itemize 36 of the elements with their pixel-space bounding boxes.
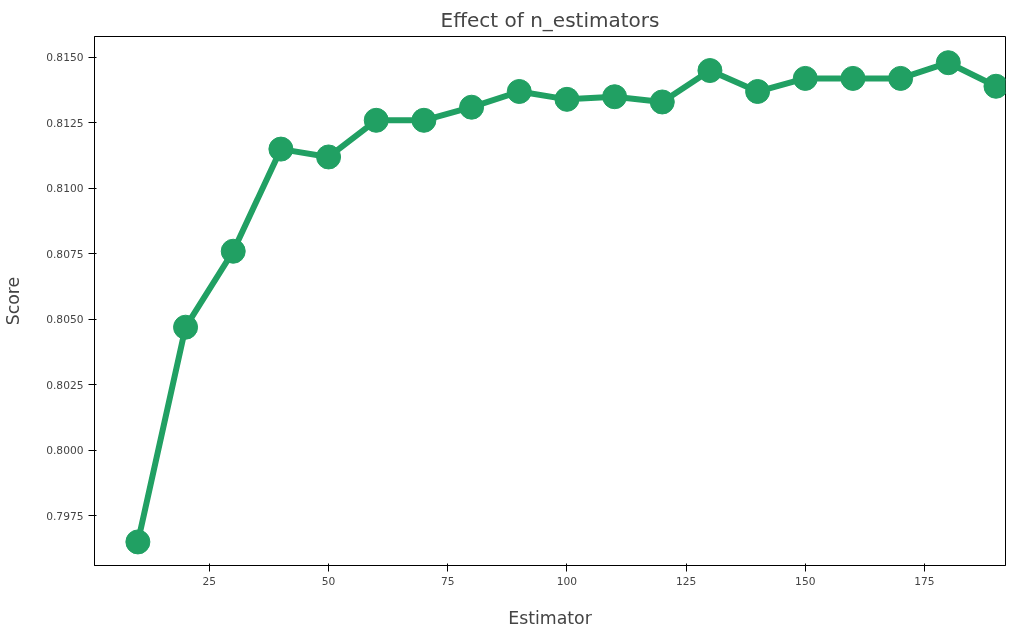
x-axis-title: Estimator [508,607,593,628]
y-tick-label: 0.8075 [46,247,84,261]
x-tick-label: 175 [914,574,935,588]
point [554,86,580,112]
y-tick-label: 0.8000 [46,444,84,458]
point [459,94,485,120]
point [602,84,628,110]
y-tick-label: 0.8125 [46,116,84,130]
point [649,89,675,115]
y-axis-title: Score [3,276,24,326]
x-tick-label: 75 [440,574,455,588]
point [840,65,866,91]
x-tick-label: 100 [556,574,578,588]
point [173,314,199,340]
x-tick-label: 50 [321,574,336,588]
point [888,65,914,91]
point [220,238,246,264]
y-tick-label: 0.8150 [46,51,84,65]
point [316,144,342,170]
point [125,529,151,555]
point [506,79,532,104]
y-tick-label: 0.7975 [46,509,84,523]
y-tick-label: 0.8025 [46,378,84,392]
point [697,58,723,84]
point [411,107,437,133]
point [268,136,294,162]
y-tick-label: 0.8050 [46,313,84,327]
chart-title: Effect of n_estimators [440,7,660,32]
x-tick-label: 150 [795,574,816,588]
y-tick-label: 0.8100 [46,182,84,196]
point [363,107,389,133]
x-tick-label: 125 [675,574,697,588]
x-tick-label: 25 [202,574,217,588]
point [935,50,961,76]
point [792,65,818,91]
point [745,79,771,104]
